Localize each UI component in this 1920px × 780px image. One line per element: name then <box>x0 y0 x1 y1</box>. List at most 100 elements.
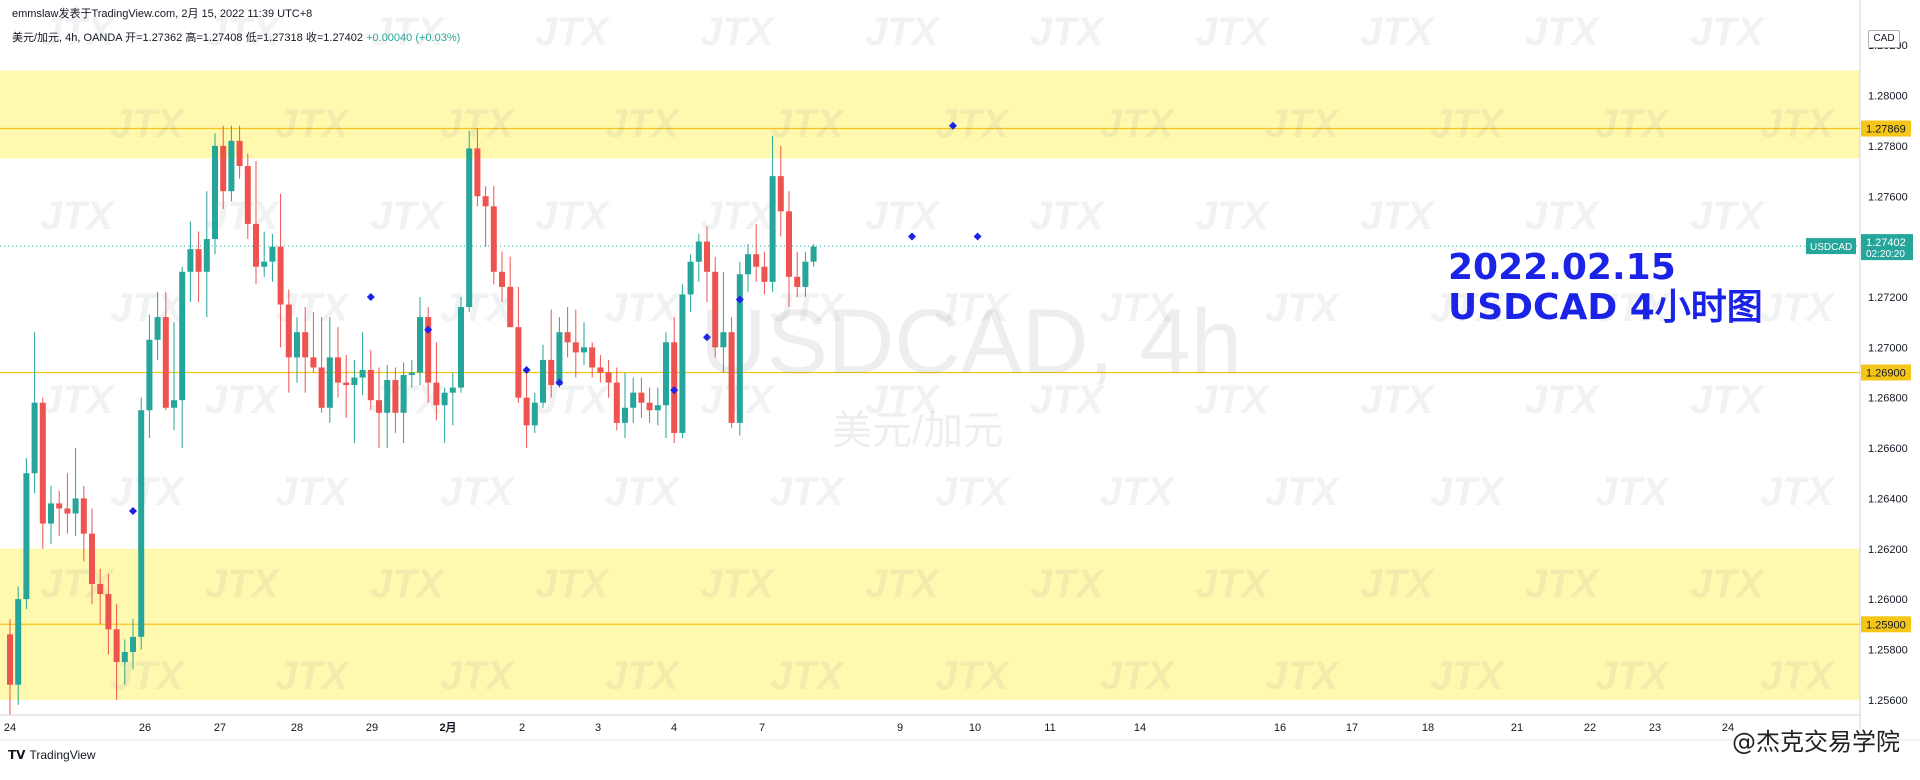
candle-body[interactable] <box>408 372 415 376</box>
candle-body[interactable] <box>417 317 423 373</box>
candle-body[interactable] <box>384 380 391 413</box>
candle-body[interactable] <box>39 402 46 524</box>
candle-body[interactable] <box>720 332 727 348</box>
candle-body[interactable] <box>613 382 620 423</box>
candle-body[interactable] <box>589 347 596 368</box>
candle-body[interactable] <box>302 332 309 358</box>
candle-body[interactable] <box>392 380 399 413</box>
candle-body[interactable] <box>179 271 186 401</box>
currency-button[interactable]: CAD <box>1868 30 1900 48</box>
candle-body[interactable] <box>646 402 653 411</box>
candle-body[interactable] <box>138 410 145 637</box>
candle-body[interactable] <box>121 651 128 663</box>
candle-body[interactable] <box>269 246 276 262</box>
candle-body[interactable] <box>187 249 194 272</box>
candle-body[interactable] <box>474 148 481 197</box>
candle-body[interactable] <box>359 369 366 378</box>
tradingview-logo[interactable]: 𝗧𝗩 TradingView <box>8 748 96 762</box>
candle-body[interactable] <box>154 317 161 340</box>
candle-body[interactable] <box>335 357 341 383</box>
candle-body[interactable] <box>630 392 637 408</box>
candle-body[interactable] <box>810 246 817 262</box>
candle-body[interactable] <box>146 339 153 411</box>
candle-body[interactable] <box>548 359 555 386</box>
candle-body[interactable] <box>482 196 489 207</box>
candle-body[interactable] <box>318 367 325 408</box>
candle-body[interactable] <box>23 473 30 600</box>
candle-body[interactable] <box>195 249 202 272</box>
candle-body[interactable] <box>253 223 259 267</box>
candle-body[interactable] <box>687 261 694 295</box>
candle-body[interactable] <box>761 266 768 282</box>
candle-body[interactable] <box>622 407 628 423</box>
candle-body[interactable] <box>466 148 473 308</box>
candle-body[interactable] <box>572 342 579 353</box>
candle-body[interactable] <box>228 140 235 192</box>
candle-body[interactable] <box>704 241 710 272</box>
candle-body[interactable] <box>523 397 530 426</box>
candle-body[interactable] <box>56 503 63 509</box>
candle-body[interactable] <box>400 375 407 413</box>
candle-body[interactable] <box>490 206 497 272</box>
candle-body[interactable] <box>326 357 333 408</box>
candle-body[interactable] <box>162 317 169 408</box>
candle-body[interactable] <box>294 332 300 358</box>
candle-body[interactable] <box>556 332 563 386</box>
candle-body[interactable] <box>777 176 784 212</box>
candle-body[interactable] <box>728 332 735 423</box>
candle-body[interactable] <box>794 276 801 287</box>
candle-body[interactable] <box>376 400 382 413</box>
candle-body[interactable] <box>433 382 440 406</box>
candle-body[interactable] <box>351 377 358 386</box>
candle-body[interactable] <box>753 254 760 267</box>
candle-body[interactable] <box>679 294 686 433</box>
candle-body[interactable] <box>581 347 587 353</box>
candle-body[interactable] <box>802 261 809 287</box>
candle-body[interactable] <box>130 636 136 652</box>
candle-body[interactable] <box>277 246 284 305</box>
candle-body[interactable] <box>769 176 776 282</box>
candle-body[interactable] <box>80 498 87 534</box>
candle-body[interactable] <box>212 145 218 240</box>
candle-body[interactable] <box>605 372 612 383</box>
candle-body[interactable] <box>31 402 38 474</box>
candle-body[interactable] <box>531 402 538 426</box>
candle-body[interactable] <box>220 145 227 192</box>
candle-body[interactable] <box>736 274 743 423</box>
candle-body[interactable] <box>367 369 374 401</box>
candle-body[interactable] <box>171 400 177 408</box>
candle-body[interactable] <box>540 359 546 403</box>
candle-body[interactable] <box>654 405 661 411</box>
candle-body[interactable] <box>203 239 210 272</box>
candle-body[interactable] <box>564 332 571 343</box>
candle-body[interactable] <box>695 241 702 262</box>
candle-body[interactable] <box>7 634 13 685</box>
candle-body[interactable] <box>15 599 22 685</box>
candle-body[interactable] <box>285 304 292 358</box>
candle-body[interactable] <box>89 533 95 584</box>
candle-body[interactable] <box>113 629 120 663</box>
candle-body[interactable] <box>712 271 719 348</box>
candle-body[interactable] <box>745 254 751 275</box>
candle-body[interactable] <box>261 261 268 267</box>
candle-body[interactable] <box>507 286 514 328</box>
candle-body[interactable] <box>441 392 448 406</box>
candle-body[interactable] <box>343 382 350 386</box>
candle-body[interactable] <box>597 367 604 373</box>
candle-body[interactable] <box>97 584 104 595</box>
candle-body[interactable] <box>236 140 243 167</box>
candle-body[interactable] <box>663 342 669 406</box>
candle-body[interactable] <box>638 392 645 403</box>
candle-body[interactable] <box>64 508 71 514</box>
candle-body[interactable] <box>310 357 317 368</box>
candle-body[interactable] <box>449 387 456 393</box>
candle-body[interactable] <box>244 166 251 224</box>
candle-body[interactable] <box>105 594 112 630</box>
candle-body[interactable] <box>499 271 505 287</box>
candle-body[interactable] <box>48 503 54 524</box>
candle-body[interactable] <box>786 211 792 277</box>
candle-body[interactable] <box>72 498 79 514</box>
candle-body[interactable] <box>458 307 464 388</box>
